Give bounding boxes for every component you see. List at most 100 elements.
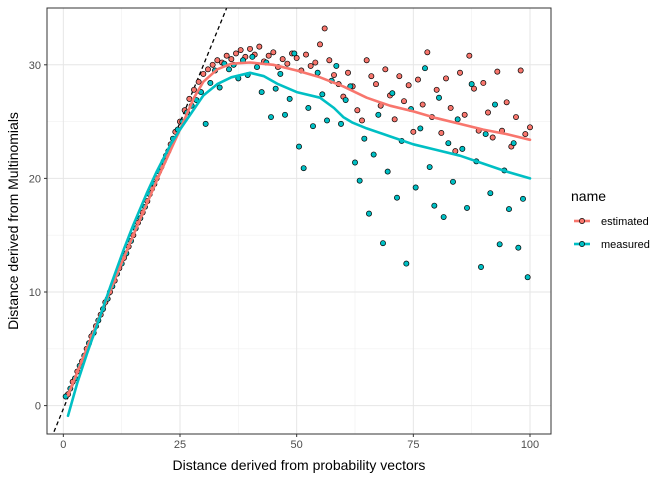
data-point-estimated bbox=[331, 72, 337, 78]
data-point-estimated bbox=[368, 73, 375, 80]
y-tick-label: 20 bbox=[29, 173, 41, 185]
legend-entry-estimated: estimated bbox=[572, 211, 649, 231]
data-point-measured bbox=[370, 151, 377, 158]
y-tick-label: 10 bbox=[29, 287, 41, 299]
data-point-measured bbox=[342, 97, 349, 103]
data-point-measured bbox=[282, 111, 288, 118]
data-point-measured bbox=[389, 90, 396, 97]
legend-title: name bbox=[571, 188, 606, 204]
data-point-estimated bbox=[191, 86, 197, 93]
data-point-estimated bbox=[527, 124, 533, 131]
data-point-estimated bbox=[214, 57, 221, 64]
legend: name estimated measured bbox=[571, 188, 650, 254]
data-point-estimated bbox=[270, 49, 277, 56]
data-point-measured bbox=[478, 264, 484, 270]
data-point-measured bbox=[454, 116, 461, 123]
data-point-estimated bbox=[359, 117, 365, 124]
data-point-estimated bbox=[471, 85, 477, 92]
data-point-estimated bbox=[424, 49, 431, 56]
data-point-measured bbox=[207, 80, 214, 86]
data-point-measured bbox=[249, 53, 256, 60]
y-tick-label: 30 bbox=[29, 60, 41, 72]
x-tick-label: 25 bbox=[174, 439, 186, 451]
data-point-estimated bbox=[513, 114, 519, 121]
y-axis-title: Distance derived from Multinomials bbox=[5, 112, 21, 330]
data-point-measured bbox=[202, 120, 209, 127]
panel-background bbox=[47, 8, 551, 434]
data-point-measured bbox=[314, 69, 321, 76]
data-point-estimated bbox=[517, 67, 524, 74]
x-tick-label: 100 bbox=[521, 439, 539, 451]
data-point-estimated bbox=[293, 55, 300, 61]
legend-point bbox=[579, 241, 585, 247]
data-point-estimated bbox=[233, 50, 239, 57]
data-point-measured bbox=[412, 184, 419, 191]
data-point-estimated bbox=[382, 66, 389, 73]
data-point-measured bbox=[510, 140, 517, 147]
data-point-measured bbox=[300, 165, 307, 172]
data-point-measured bbox=[366, 210, 372, 217]
data-point-measured bbox=[403, 260, 410, 267]
data-point-estimated bbox=[410, 128, 417, 135]
data-point-estimated bbox=[443, 75, 449, 82]
data-point-measured bbox=[468, 81, 475, 88]
data-point-estimated bbox=[303, 51, 309, 58]
identity-reference-line bbox=[53, 8, 228, 432]
data-point-measured bbox=[291, 50, 298, 57]
data-point-measured bbox=[375, 111, 382, 118]
data-point-estimated bbox=[415, 76, 421, 83]
data-point-measured bbox=[258, 89, 265, 96]
data-point-measured bbox=[417, 125, 424, 132]
data-point-estimated bbox=[438, 130, 445, 136]
data-point-estimated bbox=[522, 131, 529, 138]
data-point-measured bbox=[524, 274, 531, 281]
data-point-estimated bbox=[200, 70, 207, 77]
data-point-measured bbox=[436, 94, 442, 101]
data-point-measured bbox=[324, 117, 330, 124]
data-point-estimated bbox=[312, 59, 319, 66]
data-point-estimated bbox=[363, 57, 370, 64]
data-point-estimated bbox=[186, 95, 193, 102]
data-point-estimated bbox=[457, 69, 463, 76]
data-point-measured bbox=[277, 70, 284, 77]
data-point-estimated bbox=[228, 56, 235, 63]
data-point-measured bbox=[216, 84, 223, 91]
data-point-measured bbox=[492, 101, 498, 108]
data-point-estimated bbox=[447, 105, 454, 111]
data-point-estimated bbox=[307, 62, 314, 69]
data-point-estimated bbox=[284, 60, 291, 67]
data-point-estimated bbox=[205, 66, 211, 73]
data-point-measured bbox=[272, 85, 279, 92]
data-point-estimated bbox=[326, 57, 333, 64]
data-point-estimated bbox=[279, 56, 286, 63]
data-point-measured bbox=[305, 105, 312, 111]
legend-label: estimated bbox=[601, 216, 649, 228]
data-point-estimated bbox=[354, 107, 361, 114]
data-point-measured bbox=[496, 241, 503, 248]
data-point-measured bbox=[226, 66, 232, 73]
data-point-estimated bbox=[209, 61, 216, 68]
data-point-measured bbox=[286, 95, 293, 102]
data-point-measured bbox=[356, 177, 363, 184]
data-point-measured bbox=[296, 143, 302, 150]
y-axis: 0 10 20 30 bbox=[29, 60, 47, 413]
data-point-measured bbox=[482, 131, 489, 138]
data-point-estimated bbox=[317, 41, 323, 48]
data-point-estimated bbox=[461, 111, 468, 118]
data-point-estimated bbox=[419, 101, 426, 108]
data-point-estimated bbox=[480, 80, 487, 86]
data-point-measured bbox=[268, 114, 274, 121]
smooth-line-estimated bbox=[66, 61, 532, 397]
data-point-estimated bbox=[321, 25, 328, 32]
data-point-measured bbox=[515, 244, 522, 251]
data-point-estimated bbox=[391, 116, 398, 123]
data-point-measured bbox=[464, 204, 470, 211]
data-point-measured bbox=[450, 178, 456, 185]
x-axis: 0 25 50 75 100 bbox=[60, 434, 539, 451]
data-point-estimated bbox=[401, 98, 407, 105]
data-point-measured bbox=[352, 159, 358, 166]
data-point-estimated bbox=[237, 47, 244, 53]
y-tick-label: 0 bbox=[35, 401, 41, 413]
data-point-measured bbox=[319, 91, 326, 98]
